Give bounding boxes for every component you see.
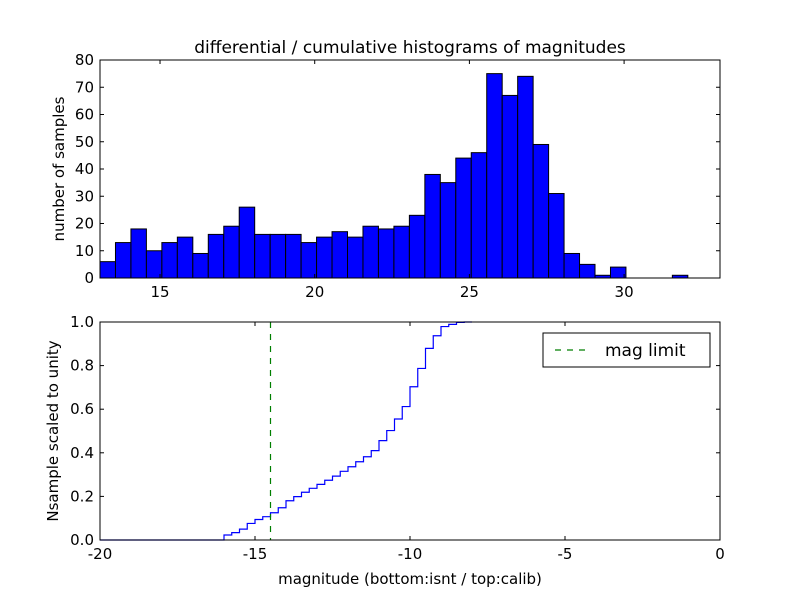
histogram-bar: [285, 233, 302, 279]
y-tick-label: 0.6: [70, 400, 94, 418]
histogram-bar: [377, 228, 395, 279]
y-tick-label: 0.2: [70, 487, 94, 505]
histogram-bar: [331, 231, 349, 279]
histogram-bar: [362, 225, 379, 279]
histogram-bar: [548, 193, 565, 279]
chart-title: differential / cumulative histograms of …: [194, 38, 626, 58]
histogram-bar: [114, 242, 132, 279]
histogram-bar: [254, 233, 271, 279]
y-tick-label: 30: [75, 187, 94, 205]
histogram-bar: [300, 242, 318, 279]
histogram-bar: [579, 263, 596, 279]
histogram-bar: [223, 225, 240, 279]
histogram-bar: [130, 228, 147, 279]
histogram-bar: [192, 252, 209, 279]
x-tick-label: 15: [150, 283, 169, 301]
y-tick-label: 10: [75, 242, 94, 260]
y-tick-label: 20: [75, 215, 94, 233]
x-tick-label: -10: [398, 545, 423, 563]
x-tick-label: 0: [715, 545, 725, 563]
y-tick-label: 70: [75, 78, 94, 96]
histogram-bar: [517, 75, 534, 279]
y-tick-label: 80: [75, 51, 94, 69]
histogram-bar: [470, 152, 488, 279]
histogram-bar: [176, 236, 194, 279]
histogram-bar: [408, 214, 426, 279]
bottom-x-label: magnitude (bottom:isnt / top:calib): [278, 570, 542, 588]
histogram-bar: [316, 236, 333, 279]
y-tick-label: 0: [84, 269, 94, 287]
y-tick-label: 0.4: [70, 444, 94, 462]
y-tick-label: 40: [75, 160, 94, 178]
y-tick-label: 0.0: [70, 531, 94, 549]
bottom-cumulative-plot: -20 -15 -10 -5 0 0.0 0.2 0.4 0.6 0.8 1.0: [70, 313, 725, 563]
x-tick-label: 25: [460, 283, 479, 301]
histogram-bar: [238, 206, 256, 279]
cumulative-step-line: [100, 321, 472, 541]
x-tick-label: -20: [88, 545, 113, 563]
histogram-bar: [347, 236, 364, 279]
histogram-bar: [424, 173, 441, 279]
x-tick-label: 30: [615, 283, 634, 301]
histogram-bar: [207, 233, 225, 279]
histogram-bar: [161, 242, 178, 279]
histogram-bar: [145, 250, 163, 279]
histogram-bar: [269, 233, 287, 279]
legend: mag limit: [542, 332, 711, 368]
legend-label: mag limit: [605, 341, 686, 361]
histogram-bar: [455, 157, 472, 279]
x-tick-label: -5: [558, 545, 573, 563]
y-tick-label: 50: [75, 133, 94, 151]
histogram-bar: [439, 182, 457, 279]
y-tick-label: 60: [75, 106, 94, 124]
bottom-y-label: Nsample scaled to unity: [44, 340, 62, 521]
histogram-bar: [99, 261, 116, 279]
histogram-bar: [532, 143, 550, 279]
x-tick-label: -15: [243, 545, 268, 563]
histogram-bar: [393, 225, 410, 279]
top-histogram-plot: 15 20 25 30 0 10 20 30 40 50 60 70 80: [75, 51, 721, 301]
y-tick-label: 1.0: [70, 313, 94, 331]
histogram-bar: [486, 73, 503, 279]
histogram-bar: [563, 252, 581, 279]
top-y-label: number of samples: [50, 96, 68, 241]
histogram-bar: [501, 94, 519, 279]
x-tick-label: 20: [305, 283, 324, 301]
y-tick-label: 0.8: [70, 357, 94, 375]
